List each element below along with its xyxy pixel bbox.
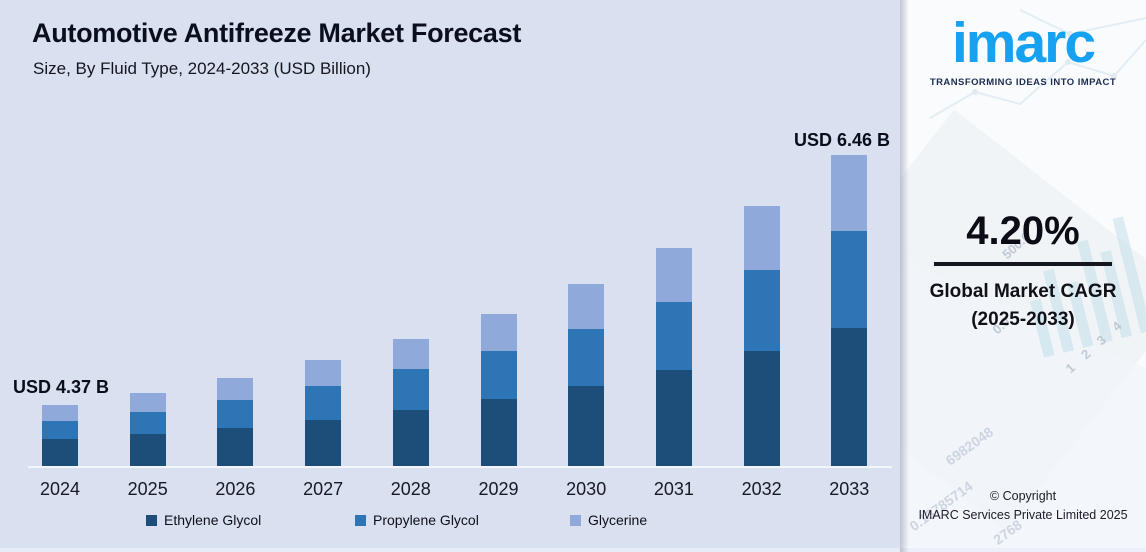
segment-propylene-glycol-2033	[831, 231, 868, 328]
segment-propylene-glycol-2024	[42, 421, 78, 439]
x-tick-2027: 2027	[303, 479, 344, 499]
segment-propylene-glycol-2026	[217, 400, 254, 428]
bar-2028	[392, 339, 429, 468]
bottom-edge	[0, 548, 1146, 552]
bar-2029	[480, 314, 517, 468]
x-tick-2030: 2030	[566, 479, 607, 499]
x-tick-2025: 2025	[127, 479, 168, 499]
legend-swatch	[355, 514, 366, 526]
imarc-logo: imarc TRANSFORMING IDEAS INTO IMPACT	[900, 11, 1146, 88]
legend-item-propylene-glycol: Propylene Glycol	[355, 512, 479, 528]
bar-2032	[743, 206, 780, 468]
segment-glycerine-2033	[831, 155, 868, 231]
segment-glycerine-2030	[568, 284, 605, 329]
value-label-2024: USD 4.37 B	[13, 377, 110, 397]
bar-2027	[305, 360, 342, 468]
segment-propylene-glycol-2029	[480, 351, 517, 399]
legend-label: Glycerine	[588, 512, 648, 528]
copyright: © Copyright IMARC Services Private Limit…	[900, 487, 1146, 525]
segment-propylene-glycol-2028	[392, 369, 429, 410]
cagr-block: 4.20% Global Market CAGR (2025-2033)	[900, 211, 1146, 333]
segment-ethylene-glycol-2025	[129, 434, 166, 468]
segment-propylene-glycol-2030	[568, 329, 605, 386]
x-tick-2031: 2031	[653, 479, 694, 499]
bar-2031	[655, 248, 692, 468]
imarc-tagline: TRANSFORMING IDEAS INTO IMPACT	[929, 76, 1117, 88]
bar-2030	[568, 284, 605, 468]
segment-ethylene-glycol-2029	[480, 399, 517, 468]
x-tick-2024: 2024	[39, 479, 81, 499]
legend-swatch	[146, 514, 157, 526]
segment-ethylene-glycol-2033	[831, 328, 868, 468]
segment-ethylene-glycol-2027	[305, 420, 342, 468]
copyright-line2: IMARC Services Private Limited 2025	[918, 507, 1128, 522]
segment-propylene-glycol-2027	[305, 386, 342, 420]
segment-glycerine-2032	[743, 206, 780, 270]
value-label-2033: USD 6.46 B	[793, 130, 890, 150]
segment-glycerine-2031	[655, 248, 692, 302]
chart-section: Automotive Antifreeze Market Forecast Si…	[13, 18, 892, 528]
segment-ethylene-glycol-2026	[217, 428, 254, 468]
segment-glycerine-2025	[129, 393, 166, 412]
segment-ethylene-glycol-2028	[392, 410, 429, 468]
segment-ethylene-glycol-2024	[42, 439, 78, 468]
page-title: Automotive Antifreeze Market Forecast	[32, 18, 522, 48]
x-tick-2033: 2033	[829, 479, 870, 499]
segment-glycerine-2026	[217, 378, 254, 400]
brand-panel: 500.0 0.0 1 2 3 4 6982048 0.13785714 276…	[900, 0, 1146, 552]
bar-2033	[831, 155, 868, 468]
segment-ethylene-glycol-2032	[743, 351, 780, 468]
bar-2025	[129, 393, 166, 468]
segment-ethylene-glycol-2030	[568, 386, 605, 468]
imarc-logo-text: imarc	[951, 11, 1096, 75]
legend-item-glycerine: Glycerine	[570, 512, 647, 528]
cagr-value: 4.20%	[966, 209, 1080, 253]
page-subtitle: Size, By Fluid Type, 2024-2033 (USD Bill…	[33, 59, 371, 78]
legend-swatch	[570, 514, 581, 526]
x-tick-2026: 2026	[215, 479, 256, 499]
legend-item-ethylene-glycol: Ethylene Glycol	[146, 512, 261, 528]
cagr-years: (2025-2033)	[971, 308, 1075, 330]
segment-glycerine-2024	[42, 405, 78, 421]
x-tick-2028: 2028	[390, 479, 431, 499]
bar-2024	[42, 405, 78, 468]
segment-glycerine-2029	[480, 314, 517, 351]
cagr-label: Global Market CAGR	[929, 281, 1117, 302]
legend-label: Ethylene Glycol	[164, 512, 262, 528]
bar-2026	[217, 378, 254, 468]
x-tick-2029: 2029	[478, 479, 519, 499]
segment-propylene-glycol-2025	[129, 412, 166, 434]
segment-ethylene-glycol-2031	[655, 370, 692, 468]
segment-propylene-glycol-2032	[743, 270, 780, 351]
x-axis-line	[28, 466, 892, 468]
divider-line	[934, 262, 1112, 266]
segment-propylene-glycol-2031	[655, 302, 692, 370]
copyright-line1: © Copyright	[989, 489, 1057, 503]
segment-glycerine-2028	[392, 339, 429, 369]
constellation-decoration	[929, 9, 1146, 119]
segment-glycerine-2027	[305, 360, 342, 386]
x-tick-2032: 2032	[741, 479, 782, 499]
legend-label: Propylene Glycol	[373, 512, 479, 528]
stacked-bar-chart: 2024 2025 2026 2027 2028 2029 2030 2031 2032 2033	[39, 155, 870, 499]
